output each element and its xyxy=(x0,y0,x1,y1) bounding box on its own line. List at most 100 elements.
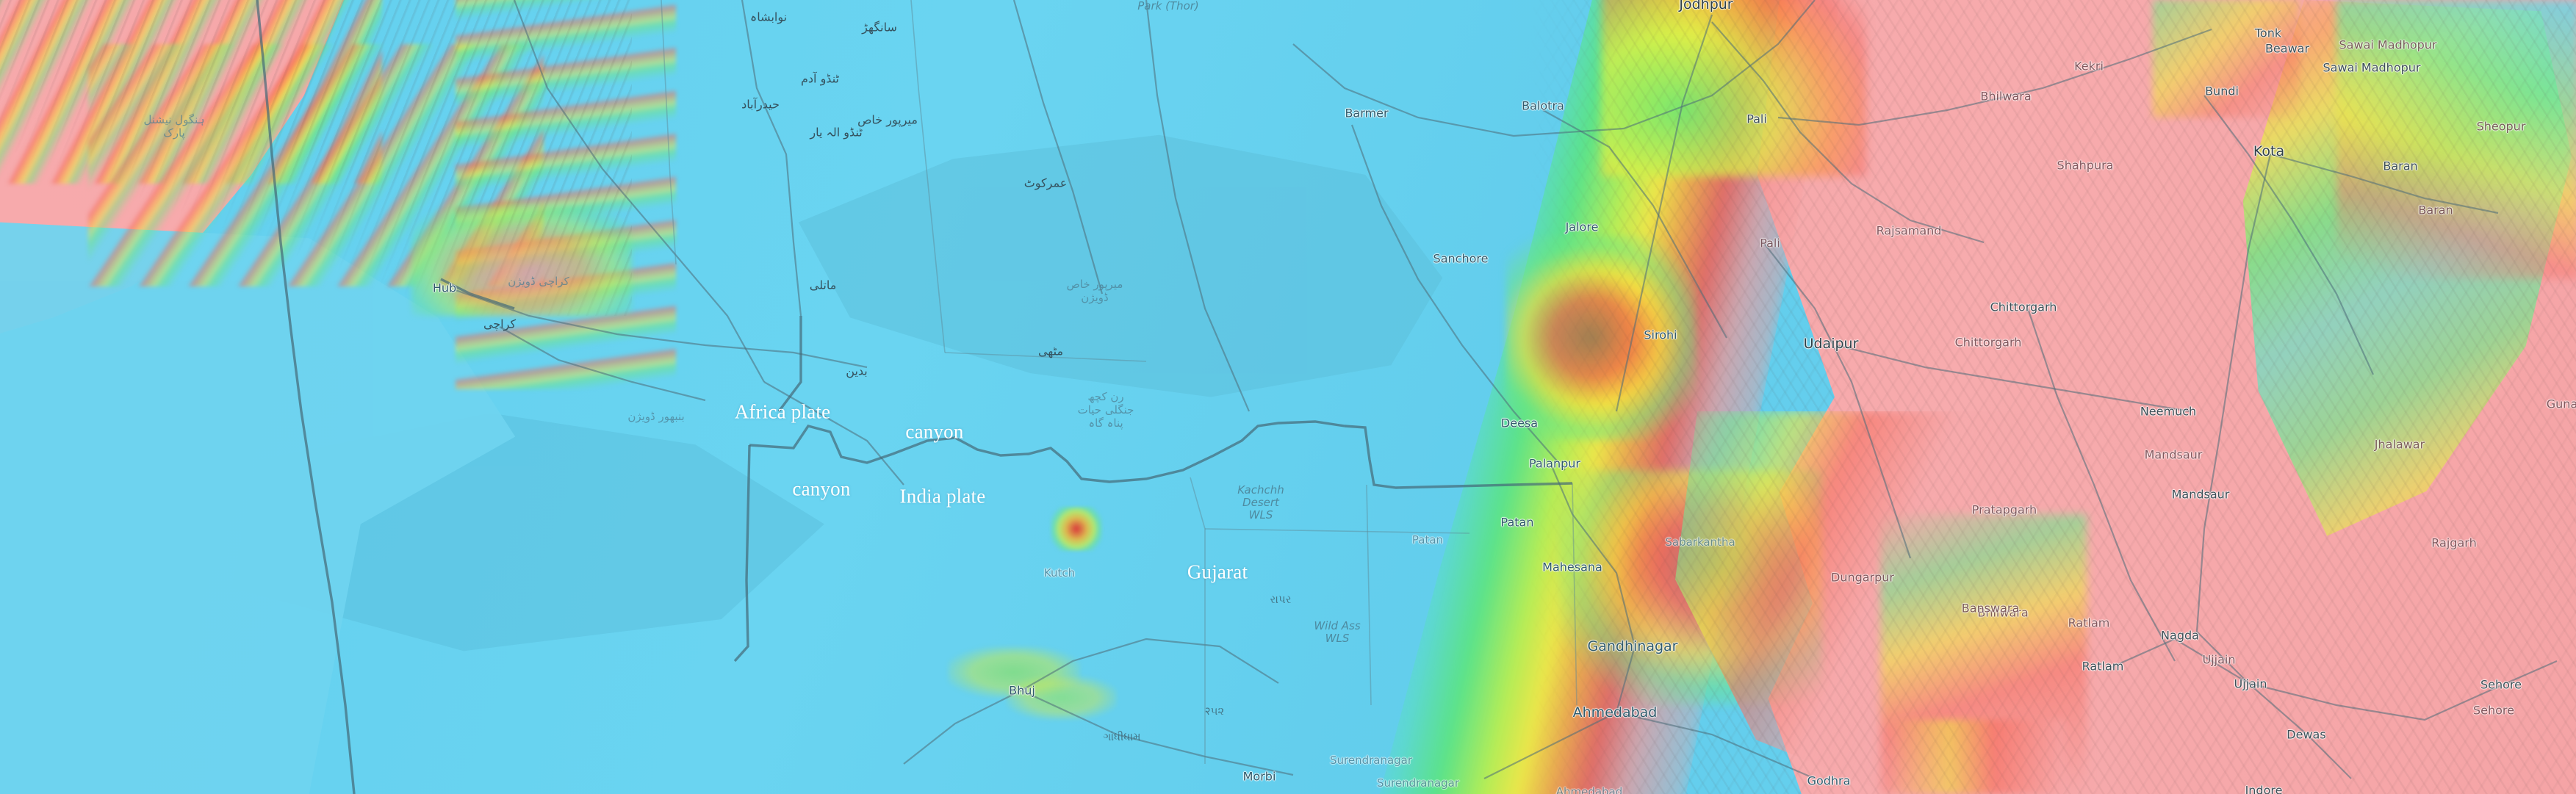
city-label: Surendranagar xyxy=(1376,776,1460,790)
city-label: Tonk xyxy=(2254,26,2282,40)
urdu-place-label-line: جنگلی حیات xyxy=(1077,403,1134,416)
urdu-place-label-line: میرپور خاص xyxy=(1066,278,1123,291)
city-label: Ratlam xyxy=(2082,659,2124,674)
urdu-place-label: سانگھڑ xyxy=(862,20,897,34)
city-label: Sawai Madhopur xyxy=(2339,37,2437,52)
city-label: Chittorgarh xyxy=(1954,335,2022,350)
protected-area-label-line: Desert xyxy=(1242,495,1279,509)
protected-area-label-line: Park (Thor) xyxy=(1137,0,1199,12)
city-label: Baran xyxy=(2418,203,2453,217)
urdu-place-label: ٹنڈو آدم xyxy=(801,71,839,85)
urdu-place-label: ہنگول نیشنل پارک xyxy=(144,113,205,140)
urdu-place-label: میرپور خاص ڈویژن xyxy=(1067,278,1123,304)
gujarati-place-label: २૫૨ xyxy=(1204,704,1225,718)
protected-area-label-line: Wild Ass xyxy=(1314,619,1361,633)
urdu-place-label: کراچی xyxy=(483,317,516,331)
city-label: Bhilwara xyxy=(1977,605,2029,620)
urdu-place-label: حیدرآباد xyxy=(741,97,780,111)
urdu-place-label-line: ٹنڈو الہ یار xyxy=(810,125,863,140)
map-annotation-label: canyon xyxy=(792,477,851,500)
city-label: Baran xyxy=(2383,159,2418,173)
city-label: Sirohi xyxy=(1644,328,1677,342)
city-label: Beawar xyxy=(2264,41,2310,56)
city-label: Sheopur xyxy=(2476,119,2526,134)
city-label: Sehore xyxy=(2473,703,2514,718)
city-label: Sanchore xyxy=(1433,251,1489,266)
urdu-place-label-line: ڈویژن xyxy=(1081,291,1109,304)
urdu-place-label-line: کراچی xyxy=(483,317,517,331)
city-label: Dewas xyxy=(2287,727,2326,742)
city-label: Morbi xyxy=(1242,769,1276,784)
city-label: Udaipur xyxy=(1803,336,1859,352)
protected-area-label-line: WLS xyxy=(1325,632,1350,645)
city-label: Nagda xyxy=(2161,628,2199,643)
city-label: Ujjain xyxy=(2234,676,2267,691)
protected-area-label: Wild Ass WLS xyxy=(1314,620,1360,645)
urdu-place-label: میرپور خاص xyxy=(857,112,918,126)
city-label: Kota xyxy=(2253,143,2285,159)
city-label: Shahpura xyxy=(2057,158,2114,173)
city-label: Rajsamand xyxy=(1876,223,1942,238)
map-annotation-label: Africa plate xyxy=(734,400,831,423)
city-label: Mahesana xyxy=(1542,560,1602,574)
urdu-place-label-line: ہنگول نیشنل xyxy=(143,113,205,126)
city-label: Bhilwara xyxy=(1980,89,2032,104)
urdu-place-label: بدین xyxy=(846,364,867,378)
city-label: Pali xyxy=(1760,236,1780,250)
urdu-place-label-line: ٹنڈو آدم xyxy=(801,71,839,86)
city-label: Dungarpur xyxy=(1830,570,1895,585)
urdu-place-label: نوابشاہ xyxy=(750,10,787,24)
city-label: Jodhpur xyxy=(1679,0,1733,12)
city-label: Mandsaur xyxy=(2171,487,2230,502)
city-label: Hub xyxy=(432,281,457,295)
urdu-place-label-line: میرپور خاص xyxy=(857,112,918,127)
urdu-place-label-line: پناہ گاہ xyxy=(1088,416,1123,430)
urdu-place-label-line: کراچی ڈویژن xyxy=(508,275,569,288)
protected-area-label: NationalPark (Thor) xyxy=(1137,0,1199,12)
city-label: Barmer xyxy=(1345,106,1389,120)
protected-area-label-line: Kachchh xyxy=(1237,483,1284,497)
urdu-place-label-line: حیدرآباد xyxy=(741,97,780,112)
city-label: Ratlam xyxy=(2068,616,2110,630)
city-label: Ujjain xyxy=(2202,652,2236,667)
city-label: Neemuch xyxy=(2140,404,2197,419)
urdu-place-label-line: پارک xyxy=(163,126,185,140)
urdu-place-label-line: نوابشاہ xyxy=(749,10,788,24)
city-label: Deesa xyxy=(1500,416,1539,430)
road-network xyxy=(455,0,2558,780)
city-label: Kekri xyxy=(2074,59,2104,73)
city-label: Godhra xyxy=(1807,773,1851,788)
urdu-place-label-line: رن کچھ xyxy=(1087,390,1124,403)
city-label: Indore xyxy=(2245,783,2283,794)
city-label: Jhalawar xyxy=(2374,437,2425,452)
city-label: Jalore xyxy=(1565,220,1599,234)
city-label: Bhuj xyxy=(1009,683,1035,698)
urdu-place-label: مٹھی xyxy=(1038,344,1063,358)
city-label: Bundi xyxy=(2205,84,2239,98)
protected-area-label-line: WLS xyxy=(1248,508,1273,521)
city-label: Ahmedabad xyxy=(1572,704,1658,721)
district-boundaries xyxy=(661,0,1577,764)
city-label: Gandhinagar xyxy=(1587,638,1678,654)
urdu-place-label: عمرکوٹ xyxy=(1024,176,1068,190)
city-label: Sawai Madhopur xyxy=(2323,60,2421,75)
city-label: Palanpur xyxy=(1529,456,1580,471)
protected-area-label: Kachchh Desert WLS xyxy=(1237,484,1284,521)
urdu-place-label-line: بدین xyxy=(846,364,868,378)
city-label: Ahmedabad xyxy=(1555,785,1623,794)
city-label: Pratapgarh xyxy=(1971,502,2037,517)
city-label: Balotra xyxy=(1522,98,1564,113)
city-label: Mandsaur xyxy=(2144,447,2203,462)
city-label: Sabarkantha xyxy=(1665,535,1735,549)
map-annotation-label: Gujarat xyxy=(1187,560,1248,583)
map-annotation-label: India plate xyxy=(899,485,986,508)
city-label: Chittorgarh xyxy=(1990,300,2057,314)
gujarati-place-label: ગાંધીધામ xyxy=(1103,730,1141,743)
urdu-place-label-line: سانگھڑ xyxy=(862,20,897,35)
city-label: Surendranagar xyxy=(1329,754,1413,767)
urdu-place-label: بنبھور ڈویژن xyxy=(627,410,684,423)
urdu-place-label-line: عمرکوٹ xyxy=(1023,176,1068,190)
city-label: Patan xyxy=(1500,515,1534,530)
